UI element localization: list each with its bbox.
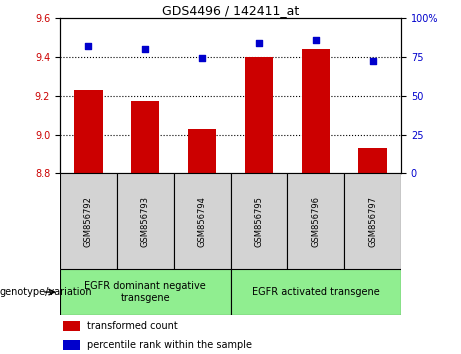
Text: genotype/variation: genotype/variation [0, 287, 93, 297]
Text: GSM856796: GSM856796 [311, 196, 320, 247]
Text: transformed count: transformed count [87, 321, 178, 331]
Bar [301, 49, 330, 173]
Bar [287, 173, 344, 269]
Point [255, 40, 263, 45]
Text: percentile rank within the sample: percentile rank within the sample [87, 341, 252, 350]
Text: EGFR dominant negative
transgene: EGFR dominant negative transgene [84, 281, 206, 303]
Bar [230, 269, 401, 315]
Point [312, 37, 319, 42]
Bar [60, 269, 230, 315]
Title: GDS4496 / 142411_at: GDS4496 / 142411_at [162, 4, 299, 17]
Point [142, 46, 149, 52]
Text: EGFR activated transgene: EGFR activated transgene [252, 287, 380, 297]
Text: GSM856792: GSM856792 [84, 196, 93, 247]
Text: GSM856793: GSM856793 [141, 196, 150, 247]
Point [85, 43, 92, 48]
Text: GSM856794: GSM856794 [198, 196, 207, 247]
Bar [174, 173, 230, 269]
Text: GSM856795: GSM856795 [254, 196, 263, 247]
Bar [344, 173, 401, 269]
Bar [245, 57, 273, 173]
Bar [358, 148, 387, 173]
Point [198, 55, 206, 61]
Bar [188, 129, 216, 173]
Bar [74, 90, 102, 173]
Bar [117, 173, 174, 269]
Bar [230, 173, 287, 269]
Text: GSM856797: GSM856797 [368, 196, 377, 247]
Point [369, 58, 376, 64]
Bar [63, 341, 80, 350]
Bar [131, 101, 160, 173]
Bar [60, 173, 117, 269]
Bar [63, 321, 80, 331]
